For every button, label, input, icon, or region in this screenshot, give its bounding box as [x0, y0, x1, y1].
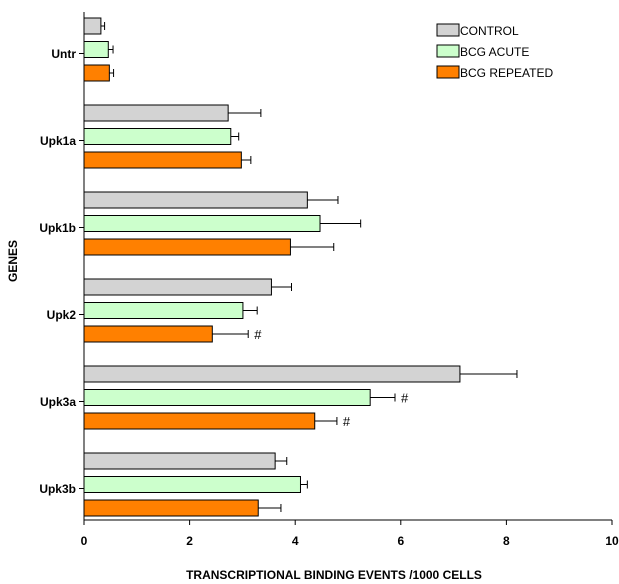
category-label: Upk2: [47, 308, 77, 322]
bar: [83, 128, 232, 145]
bar: [83, 325, 213, 343]
bar: [83, 412, 316, 430]
x-tick-label: 4: [292, 534, 299, 548]
category-label: Upk3a: [40, 395, 76, 409]
category-label: Upk1a: [40, 134, 76, 148]
bar: [83, 17, 102, 35]
bar: [83, 452, 276, 470]
bar: [83, 215, 321, 232]
bar: [83, 499, 259, 517]
legend-label: BCG ACUTE: [460, 45, 529, 59]
x-tick-label: 0: [81, 534, 88, 548]
significance-marker: #: [254, 327, 262, 342]
bar: [83, 151, 242, 169]
category-label: Upk3b: [39, 482, 76, 496]
legend-swatch: [436, 23, 460, 37]
bar: [83, 41, 109, 58]
bar: [83, 302, 244, 319]
plot-area: # # #: [83, 17, 518, 517]
category-label: Upk1b: [39, 221, 76, 235]
legend-swatch: [436, 65, 460, 79]
legend-label: BCG REPEATED: [460, 66, 553, 80]
x-tick-label: 10: [605, 534, 619, 548]
bar: [83, 238, 291, 256]
bar: [83, 104, 229, 122]
x-axis-title: TRANSCRIPTIONAL BINDING EVENTS /1000 CEL…: [186, 568, 482, 582]
legend: CONTROL BCG ACUTE BCG REPEATED: [436, 23, 553, 80]
category-label: Untr: [51, 47, 76, 61]
y-axis-title: GENES: [6, 240, 20, 282]
bar: [83, 64, 110, 82]
legend-swatch: [436, 44, 460, 58]
significance-marker: #: [343, 414, 351, 429]
x-tick-label: 2: [186, 534, 193, 548]
legend-label: CONTROL: [460, 24, 519, 38]
bar: [83, 389, 371, 406]
x-tick-label: 8: [503, 534, 510, 548]
bar: [83, 278, 272, 296]
x-tick-label: 6: [397, 534, 404, 548]
y-axis: Untr Upk1a Upk1b Upk2 Upk3a Upk3b: [39, 12, 85, 520]
bar: [83, 476, 301, 493]
significance-marker: #: [401, 391, 409, 406]
bar: [83, 365, 461, 383]
bar: [83, 191, 308, 209]
x-axis: 0 2 4 6 8 10: [81, 519, 619, 548]
